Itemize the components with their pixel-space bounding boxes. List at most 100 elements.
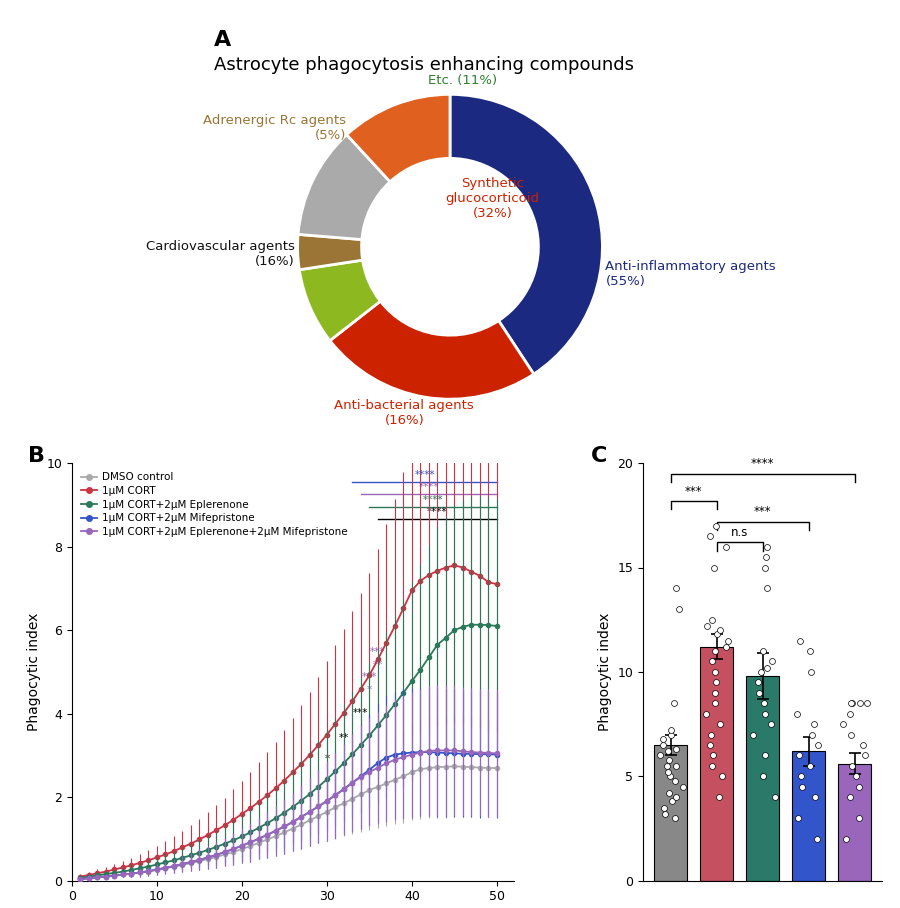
Text: Synthetic
glucocorticoid
(32%): Synthetic glucocorticoid (32%) bbox=[446, 176, 540, 220]
Point bbox=[670, 742, 684, 756]
Text: Astrocyte phagocytosis enhancing compounds: Astrocyte phagocytosis enhancing compoun… bbox=[214, 56, 634, 74]
Point bbox=[844, 696, 859, 710]
Point bbox=[707, 665, 722, 679]
Text: ****: **** bbox=[423, 495, 444, 505]
Point bbox=[758, 560, 772, 575]
Point bbox=[707, 560, 722, 575]
Point bbox=[705, 612, 719, 627]
Wedge shape bbox=[450, 94, 602, 374]
Point bbox=[715, 769, 729, 784]
Bar bbox=[838, 764, 871, 881]
Point bbox=[858, 748, 872, 763]
Point bbox=[705, 727, 719, 742]
Point bbox=[789, 706, 804, 721]
Text: ****: **** bbox=[751, 458, 774, 470]
Point bbox=[852, 811, 867, 825]
Point bbox=[856, 737, 870, 752]
Text: ***: *** bbox=[362, 672, 377, 683]
Point bbox=[664, 723, 679, 737]
Point bbox=[753, 665, 768, 679]
Point bbox=[662, 785, 676, 800]
Text: Cardiovascular agents
(16%): Cardiovascular agents (16%) bbox=[146, 241, 294, 269]
Point bbox=[803, 644, 817, 658]
Text: Adrenergic Rc agents
(5%): Adrenergic Rc agents (5%) bbox=[203, 114, 346, 142]
Point bbox=[807, 717, 822, 732]
Point bbox=[843, 790, 858, 804]
Bar bbox=[792, 751, 825, 881]
Point bbox=[805, 727, 819, 742]
Point bbox=[699, 706, 714, 721]
Point bbox=[760, 581, 774, 596]
Point bbox=[667, 696, 681, 710]
Point bbox=[713, 623, 727, 637]
Text: *: * bbox=[324, 754, 329, 764]
Text: ***: *** bbox=[685, 485, 702, 498]
Point bbox=[706, 748, 720, 763]
Point bbox=[852, 696, 867, 710]
Text: **: ** bbox=[338, 733, 349, 743]
Point bbox=[668, 774, 682, 788]
Point bbox=[793, 634, 807, 648]
Point bbox=[794, 769, 808, 784]
Bar bbox=[654, 745, 687, 881]
Text: Anti-inflammatory agents
(55%): Anti-inflammatory agents (55%) bbox=[606, 261, 776, 288]
Point bbox=[811, 737, 825, 752]
Text: ****: **** bbox=[428, 508, 447, 518]
Point bbox=[791, 811, 806, 825]
Point bbox=[665, 794, 680, 809]
Wedge shape bbox=[300, 260, 381, 340]
Point bbox=[842, 706, 857, 721]
Point bbox=[661, 765, 675, 779]
Point bbox=[675, 779, 689, 794]
Text: ***: *** bbox=[370, 647, 385, 657]
Point bbox=[669, 790, 683, 804]
Point bbox=[713, 717, 727, 732]
Point bbox=[844, 758, 859, 773]
Text: **: ** bbox=[373, 660, 383, 670]
Point bbox=[655, 737, 670, 752]
Point bbox=[703, 737, 717, 752]
Point bbox=[661, 744, 675, 758]
Point bbox=[703, 528, 717, 543]
Point bbox=[700, 618, 715, 633]
Point bbox=[669, 758, 683, 773]
Point bbox=[669, 811, 683, 825]
Text: C: C bbox=[590, 447, 607, 467]
Text: ****: **** bbox=[418, 482, 439, 492]
Point bbox=[705, 758, 719, 773]
Point bbox=[757, 696, 771, 710]
Point bbox=[758, 748, 772, 763]
Wedge shape bbox=[298, 134, 390, 240]
Point bbox=[845, 696, 859, 710]
Text: B: B bbox=[28, 447, 45, 467]
Wedge shape bbox=[298, 234, 363, 270]
Wedge shape bbox=[330, 301, 534, 400]
Point bbox=[760, 539, 774, 554]
Wedge shape bbox=[346, 94, 450, 182]
Point bbox=[669, 581, 683, 596]
Point bbox=[768, 790, 782, 804]
Text: *: * bbox=[367, 685, 372, 695]
Text: A: A bbox=[214, 30, 231, 50]
Point bbox=[756, 769, 770, 784]
Point bbox=[852, 779, 867, 794]
Point bbox=[652, 748, 667, 763]
Point bbox=[844, 727, 859, 742]
Point bbox=[664, 727, 679, 742]
Point bbox=[705, 654, 719, 668]
Point bbox=[663, 769, 678, 784]
Point bbox=[803, 758, 817, 773]
Point bbox=[849, 769, 863, 784]
Point bbox=[746, 727, 760, 742]
Point bbox=[752, 686, 766, 700]
Point bbox=[720, 634, 734, 648]
Text: ***: *** bbox=[353, 708, 369, 718]
Point bbox=[707, 696, 722, 710]
Point bbox=[760, 660, 774, 675]
Bar bbox=[746, 676, 779, 881]
Point bbox=[791, 748, 806, 763]
Point bbox=[712, 790, 726, 804]
Point bbox=[709, 675, 724, 690]
Point bbox=[758, 706, 772, 721]
Point bbox=[709, 627, 724, 642]
